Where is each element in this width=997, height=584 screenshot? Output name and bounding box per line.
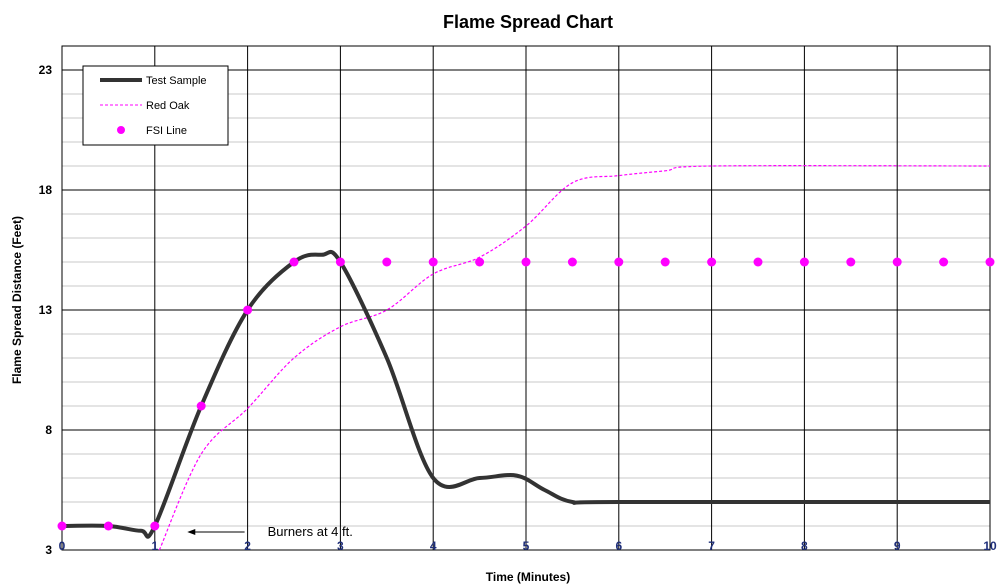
fsi-line-point bbox=[382, 257, 392, 267]
x-tick-label: 1 bbox=[151, 539, 158, 553]
fsi-line-point bbox=[475, 257, 485, 267]
y-tick-label: 13 bbox=[39, 303, 53, 317]
annotation-text: Burners at 4 ft. bbox=[268, 524, 353, 539]
fsi-line-point bbox=[846, 257, 856, 267]
fsi-line-point bbox=[103, 521, 113, 531]
fsi-line-point bbox=[614, 257, 624, 267]
fsi-line-point bbox=[799, 257, 809, 267]
legend-label-fsi-line: FSI Line bbox=[146, 125, 187, 137]
x-tick-label: 6 bbox=[615, 539, 622, 553]
y-axis-label: Flame Spread Distance (Feet) bbox=[10, 216, 24, 384]
legend-label-red-oak: Red Oak bbox=[146, 100, 190, 112]
series-layer bbox=[57, 165, 995, 551]
y-tick-labels: 3 8 13 18 23 bbox=[39, 63, 53, 557]
fsi-line-point bbox=[939, 257, 949, 267]
burner-annotation: Burners at 4 ft. bbox=[187, 524, 353, 539]
fsi-line-point bbox=[753, 257, 763, 267]
chart-title: Flame Spread Chart bbox=[443, 12, 613, 32]
annotation-arrowhead bbox=[187, 529, 196, 535]
legend-label-test-sample: Test Sample bbox=[146, 75, 207, 87]
x-tick-label: 4 bbox=[430, 539, 437, 553]
y-tick-label: 18 bbox=[39, 183, 53, 197]
legend-swatch-fsi-line bbox=[117, 126, 125, 134]
fsi-line-point bbox=[196, 401, 206, 411]
x-tick-label: 0 bbox=[59, 539, 66, 553]
fsi-line-point bbox=[57, 521, 67, 531]
x-axis-label: Time (Minutes) bbox=[486, 570, 570, 584]
fsi-line-point bbox=[892, 257, 902, 267]
x-tick-label: 8 bbox=[801, 539, 808, 553]
series-line-red-oak bbox=[158, 165, 991, 551]
x-tick-label: 9 bbox=[894, 539, 901, 553]
fsi-line-point bbox=[289, 257, 299, 267]
x-tick-label: 5 bbox=[523, 539, 530, 553]
fsi-line-point bbox=[150, 521, 160, 531]
fsi-line-point bbox=[335, 257, 345, 267]
fsi-line-point bbox=[428, 257, 438, 267]
series-line-test-sample bbox=[61, 249, 990, 539]
fsi-line-point bbox=[707, 257, 717, 267]
fsi-line-point bbox=[243, 305, 253, 315]
x-tick-label: 3 bbox=[337, 539, 344, 553]
x-tick-label: 2 bbox=[244, 539, 251, 553]
x-tick-label: 7 bbox=[708, 539, 715, 553]
fsi-line-point bbox=[660, 257, 670, 267]
y-tick-label: 23 bbox=[39, 63, 53, 77]
y-tick-label: 8 bbox=[45, 423, 52, 437]
x-tick-label: 10 bbox=[983, 539, 997, 553]
fsi-line-point bbox=[985, 257, 995, 267]
plot-frame bbox=[61, 45, 991, 551]
y-tick-label: 3 bbox=[45, 543, 52, 557]
legend: Test Sample Red Oak FSI Line bbox=[82, 65, 229, 146]
fsi-line-point bbox=[521, 257, 531, 267]
x-tick-labels: 0 1 2 3 4 5 6 7 8 9 10 bbox=[59, 539, 997, 553]
fsi-line-point bbox=[567, 257, 577, 267]
